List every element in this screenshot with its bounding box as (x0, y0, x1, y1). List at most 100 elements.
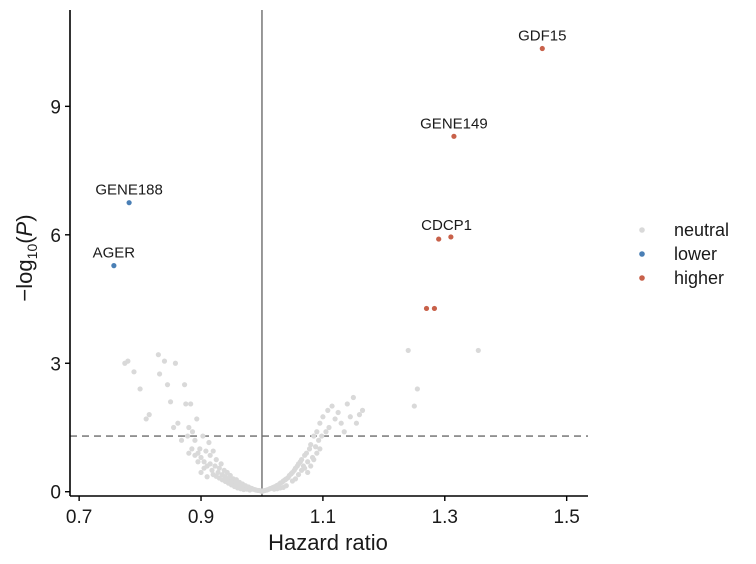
point-neutral (186, 450, 192, 456)
x-tick-label: 0.7 (66, 507, 92, 528)
point-neutral (338, 420, 344, 426)
point-neutral (317, 420, 323, 426)
legend-label-neutral: neutral (674, 220, 729, 240)
point-annotations: GDF15 GENE149 GENE188 CDCP1 AGER (93, 28, 567, 262)
point-higher (423, 305, 430, 312)
point-neutral (325, 407, 331, 413)
point-neutral (215, 469, 221, 476)
point-neutral (198, 454, 204, 461)
point-neutral (155, 352, 161, 358)
series-lower (111, 200, 132, 269)
point-higher (451, 133, 457, 139)
point-neutral (198, 469, 204, 476)
point-neutral (308, 463, 314, 469)
point-neutral (186, 424, 192, 431)
point-higher (448, 234, 454, 240)
point-neutral (210, 471, 216, 478)
x-axis-title: Hazard ratio (268, 530, 388, 555)
point-neutral (218, 461, 224, 467)
point-neutral (283, 483, 289, 489)
y-tick-label: 9 (50, 97, 61, 118)
point-neutral (311, 433, 317, 439)
y-tick-label: 3 (50, 354, 61, 375)
legend-label-higher: higher (674, 268, 724, 288)
point-neutral (156, 371, 163, 377)
point-neutral (181, 382, 188, 388)
data-points (111, 45, 545, 494)
point-neutral (298, 457, 305, 463)
x-tick-label: 1.3 (432, 507, 458, 528)
point-neutral (303, 450, 310, 456)
point-neutral (356, 412, 363, 418)
point-neutral (200, 433, 206, 439)
x-tick-label: 1.1 (310, 507, 336, 528)
point-lower (111, 263, 117, 269)
point-neutral (311, 457, 317, 463)
point-neutral (207, 461, 213, 467)
y-axis-title-var: P (12, 221, 37, 236)
y-axis-title: −log10(P) (12, 214, 40, 301)
point-neutral (411, 403, 417, 409)
point-neutral (167, 399, 174, 405)
series-neutral (122, 347, 481, 494)
point-neutral (332, 416, 338, 422)
y-tick-label: 6 (50, 226, 61, 247)
point-neutral (359, 407, 366, 413)
point-neutral (213, 457, 219, 463)
y-tick-label: 0 (50, 483, 61, 504)
legend-key-neutral (639, 227, 645, 233)
point-neutral (172, 360, 179, 366)
point-neutral (308, 442, 314, 448)
point-higher (431, 305, 438, 312)
point-neutral (171, 424, 177, 431)
point-neutral (319, 433, 325, 439)
point-neutral (188, 401, 194, 407)
point-neutral (405, 347, 411, 354)
point-neutral (201, 459, 207, 465)
point-lower (126, 200, 132, 206)
point-neutral (295, 471, 302, 478)
point-neutral (341, 429, 347, 435)
point-neutral (210, 448, 216, 454)
point-neutral (247, 487, 253, 493)
point-neutral (326, 424, 332, 431)
reference-lines (70, 10, 588, 496)
annotation-label: GENE188 (95, 182, 163, 199)
point-neutral (207, 452, 213, 458)
point-neutral (178, 437, 185, 443)
legend-key-higher (639, 275, 645, 281)
point-neutral (197, 446, 203, 452)
point-neutral (185, 433, 191, 439)
point-neutral (227, 472, 233, 479)
point-neutral (189, 429, 196, 435)
point-neutral (335, 409, 341, 416)
point-neutral (347, 414, 353, 420)
legend: neutral lower higher (639, 220, 729, 288)
x-tick-label: 1.5 (553, 507, 579, 528)
point-higher (539, 45, 545, 52)
point-neutral (183, 401, 189, 407)
point-neutral (323, 429, 329, 435)
point-neutral (146, 412, 152, 418)
point-neutral (414, 386, 420, 392)
axis-ticks: 0.7 0.9 1.1 1.3 1.5 0 3 6 9 (50, 97, 579, 528)
axes (69, 10, 588, 497)
point-neutral (317, 446, 323, 452)
point-neutral (192, 452, 198, 458)
point-neutral (209, 467, 215, 473)
point-neutral (194, 416, 200, 422)
point-neutral (206, 439, 212, 446)
point-neutral (305, 469, 311, 476)
point-neutral (314, 429, 320, 435)
point-neutral (314, 450, 320, 456)
point-neutral (131, 369, 137, 375)
point-neutral (212, 463, 218, 469)
point-neutral (316, 437, 322, 443)
point-neutral (125, 358, 131, 364)
legend-label-lower: lower (674, 244, 717, 264)
annotation-label: CDCP1 (421, 217, 472, 234)
point-neutral (344, 401, 350, 407)
annotation-label: GDF15 (518, 28, 566, 45)
point-neutral (164, 382, 171, 388)
